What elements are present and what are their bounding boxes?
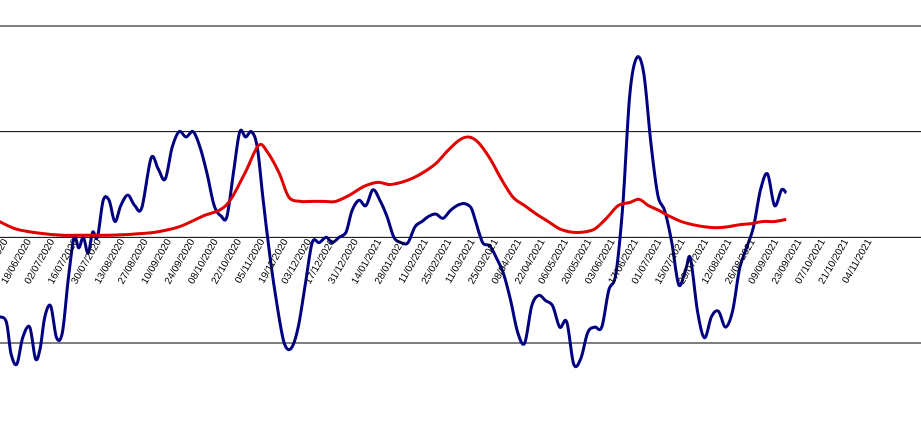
series-lines [0,55,788,369]
series-line-1 [0,135,787,237]
x-tick-labels: 06/202018/06/202002/07/202016/07/202030/… [0,237,875,286]
gridlines [0,25,921,344]
series-line-0 [0,55,788,369]
